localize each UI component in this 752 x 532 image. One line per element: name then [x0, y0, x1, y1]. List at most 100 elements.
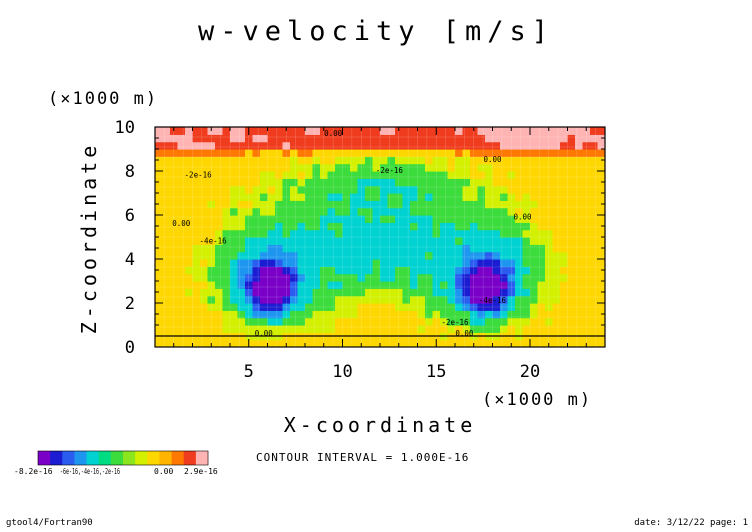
- field-cell: [530, 200, 539, 209]
- field-cell: [237, 310, 246, 319]
- field-cell: [162, 317, 171, 326]
- field-cell: [477, 193, 486, 201]
- field-cell: [537, 244, 546, 253]
- field-cell: [320, 134, 329, 143]
- field-cell: [162, 281, 171, 289]
- field-cell: [477, 281, 486, 289]
- field-cell: [297, 310, 306, 319]
- field-cell: [477, 215, 486, 223]
- field-cell: [492, 325, 501, 333]
- field-cell: [312, 303, 321, 311]
- field-cell: [515, 222, 524, 231]
- field-cell: [237, 215, 246, 223]
- field-cell: [245, 215, 254, 223]
- field-cell: [192, 229, 201, 238]
- field-cell: [267, 237, 276, 245]
- field-cell: [537, 237, 546, 245]
- field-cell: [350, 156, 359, 165]
- field-cell: [552, 273, 561, 282]
- field-cell: [500, 244, 509, 253]
- field-cell: [582, 244, 591, 253]
- field-cell: [500, 237, 509, 245]
- field-cell: [200, 171, 209, 179]
- field-cell: [530, 149, 539, 157]
- field-cell: [192, 339, 201, 347]
- field-cell: [417, 259, 426, 267]
- field-cell: [222, 141, 231, 150]
- field-cell: [470, 149, 479, 157]
- field-cell: [200, 237, 209, 245]
- field-cell: [207, 251, 216, 260]
- field-cell: [402, 163, 411, 172]
- field-cell: [312, 317, 321, 326]
- field-cell: [515, 317, 524, 326]
- field-cell: [387, 229, 396, 238]
- field-cell: [582, 281, 591, 289]
- field-cell: [200, 215, 209, 223]
- field-cell: [447, 303, 456, 311]
- field-cell: [237, 288, 246, 297]
- field-cell: [372, 244, 381, 253]
- field-cell: [342, 222, 351, 231]
- field-cell: [267, 127, 276, 135]
- field-cell: [320, 149, 329, 157]
- field-cell: [492, 244, 501, 253]
- field-cell: [410, 149, 419, 157]
- field-cell: [575, 207, 584, 216]
- field-cell: [222, 266, 231, 275]
- field-cell: [252, 185, 261, 194]
- field-cell: [230, 193, 239, 201]
- field-cell: [237, 317, 246, 326]
- field-cell: [515, 244, 524, 253]
- field-cell: [530, 229, 539, 238]
- field-cell: [282, 288, 291, 297]
- field-cell: [252, 281, 261, 289]
- field-cell: [402, 222, 411, 231]
- field-cell: [552, 171, 561, 179]
- field-cell: [530, 266, 539, 275]
- field-cell: [515, 288, 524, 297]
- field-cell: [522, 185, 531, 194]
- field-cell: [192, 200, 201, 209]
- field-cell: [185, 237, 194, 245]
- x-tick-label: 15: [426, 362, 446, 382]
- field-cell: [552, 325, 561, 333]
- field-cell: [387, 141, 396, 150]
- field-cell: [200, 251, 209, 260]
- field-cell: [290, 266, 299, 275]
- field-cell: [507, 193, 516, 201]
- y-axis-label: Z-coordinate: [77, 142, 101, 335]
- field-cell: [237, 273, 246, 282]
- field-cell: [305, 244, 314, 253]
- field-cell: [245, 251, 254, 260]
- field-cell: [410, 127, 419, 135]
- field-cell: [575, 185, 584, 194]
- field-cell: [230, 295, 239, 304]
- field-cell: [590, 288, 599, 297]
- field-cell: [462, 251, 471, 260]
- field-cell: [597, 281, 605, 289]
- field-cell: [530, 222, 539, 231]
- field-cell: [537, 317, 546, 326]
- field-cell: [290, 163, 299, 172]
- field-cell: [462, 273, 471, 282]
- field-cell: [230, 288, 239, 297]
- field-cell: [215, 134, 224, 143]
- field-cell: [155, 207, 164, 216]
- field-cell: [507, 222, 516, 231]
- field-cell: [185, 266, 194, 275]
- field-cell: [350, 207, 359, 216]
- field-cell: [387, 325, 396, 333]
- field-cell: [192, 237, 201, 245]
- field-cell: [267, 325, 276, 333]
- field-cell: [222, 127, 231, 135]
- field-cell: [357, 317, 366, 326]
- field-cell: [590, 171, 599, 179]
- x-axis-label: X-coordinate: [284, 413, 477, 437]
- field-cell: [305, 325, 314, 333]
- field-cell: [432, 163, 441, 172]
- field-cell: [192, 325, 201, 333]
- field-cell: [162, 163, 171, 172]
- field-cell: [260, 229, 269, 238]
- field-cell: [372, 207, 381, 216]
